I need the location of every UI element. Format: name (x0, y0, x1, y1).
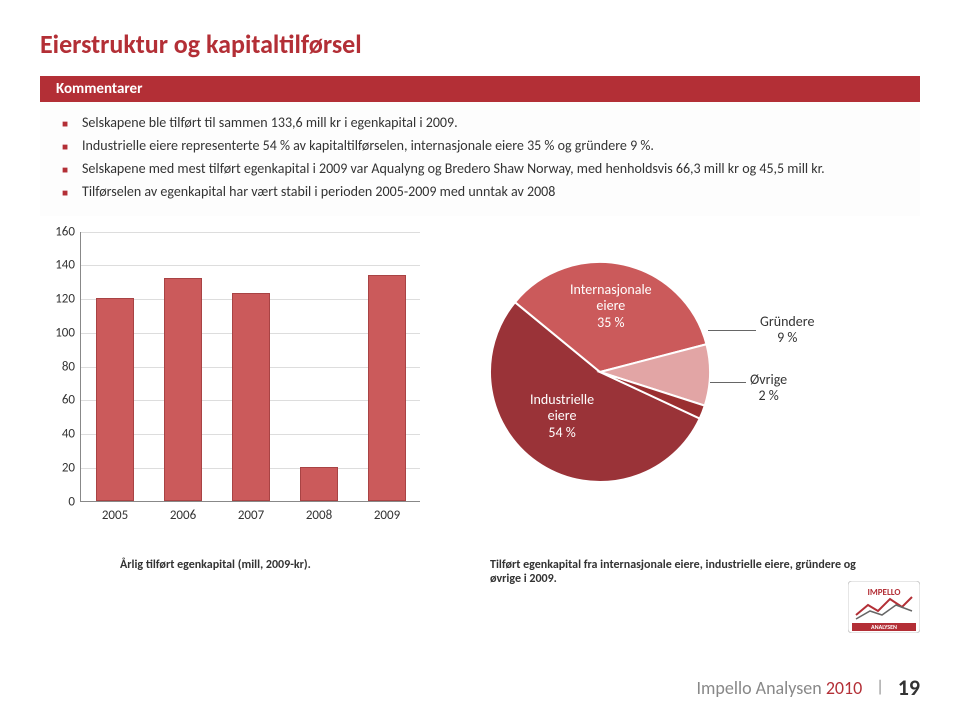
x-tick-label: 2009 (374, 508, 400, 523)
y-tick-label: 100 (45, 325, 75, 340)
y-tick-label: 20 (45, 460, 75, 475)
y-tick-label: 120 (45, 292, 75, 307)
bullet-item: Tilførselen av egenkapital har vært stab… (68, 183, 912, 202)
y-tick-label: 80 (45, 359, 75, 374)
bar (164, 278, 201, 501)
pie-label-industrielle: Industrielleeiere54 % (530, 392, 594, 442)
bar (368, 275, 405, 500)
pie-label-ovrige: Øvrige2 % (750, 372, 787, 406)
footer-sep: | (876, 678, 883, 697)
footer-brand: Impello Analysen 2010 (697, 677, 863, 699)
bar (232, 293, 269, 501)
x-tick-label: 2008 (306, 508, 332, 523)
svg-text:ANALYSEN: ANALYSEN (871, 623, 897, 631)
pie-label-internasjonale: Internasjonaleeiere35 % (570, 282, 652, 332)
y-tick-label: 40 (45, 427, 75, 442)
y-tick-label: 0 (45, 494, 75, 509)
charts-row: 0 20 40 60 80 100 120 140 160 2005 2006 2007 2008 200… (40, 222, 920, 552)
pie-label-grundere: Gründere9 % (760, 314, 814, 348)
bullet-item: Selskapene ble tilført til sammen 133,6 … (68, 114, 912, 133)
pie-caption: Tilført egenkapital fra internasjonale e… (490, 558, 870, 586)
impello-logo: IMPELLO ANALYSEN (848, 581, 920, 633)
svg-text:IMPELLO: IMPELLO (868, 587, 901, 598)
bar-chart: 0 20 40 60 80 100 120 140 160 2005 2006 2007 2008 200… (40, 222, 440, 552)
x-tick-label: 2006 (170, 508, 196, 523)
x-tick-label: 2005 (102, 508, 128, 523)
bar-caption: Årlig tilført egenkapital (mill, 2009-kr… (120, 558, 440, 586)
bar (96, 298, 133, 501)
y-tick-label: 160 (45, 224, 75, 239)
bullet-item: Industrielle eiere representerte 54 % av… (68, 137, 912, 156)
bar (300, 467, 337, 501)
page-title: Eierstruktur og kapitaltilførsel (40, 28, 920, 60)
footer: Impello Analysen 2010 | 19 (697, 674, 920, 701)
y-tick-label: 60 (45, 393, 75, 408)
page-number: 19 (898, 674, 920, 701)
y-tick-label: 140 (45, 258, 75, 273)
comment-box: Selskapene ble tilført til sammen 133,6 … (40, 102, 920, 216)
captions-row: Årlig tilført egenkapital (mill, 2009-kr… (40, 558, 920, 586)
pie-chart: Industrielleeiere54 % Internasjonaleeiere… (460, 222, 900, 552)
bullet-item: Selskapene med mest tilført egenkapital … (68, 160, 912, 179)
x-tick-label: 2007 (238, 508, 264, 523)
comment-header: Kommentarer (40, 76, 920, 102)
